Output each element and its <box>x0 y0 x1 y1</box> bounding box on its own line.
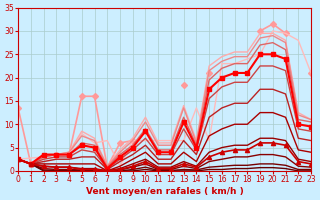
X-axis label: Vent moyen/en rafales ( km/h ): Vent moyen/en rafales ( km/h ) <box>86 187 244 196</box>
